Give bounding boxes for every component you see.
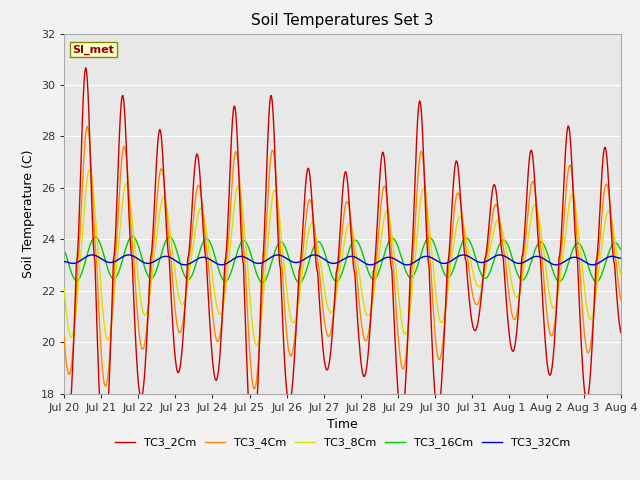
TC3_8Cm: [335, 272, 343, 277]
TC3_16Cm: [335, 276, 343, 282]
TC3_4Cm: [390, 264, 397, 270]
TC3_16Cm: [183, 276, 191, 282]
TC3_8Cm: [253, 343, 260, 348]
Legend: TC3_2Cm, TC3_4Cm, TC3_8Cm, TC3_16Cm, TC3_32Cm: TC3_2Cm, TC3_4Cm, TC3_8Cm, TC3_16Cm, TC3…: [110, 433, 575, 453]
TC3_16Cm: [295, 280, 303, 286]
TC3_2Cm: [82, 65, 90, 71]
TC3_32Cm: [445, 260, 452, 265]
TC3_16Cm: [129, 233, 137, 239]
TC3_2Cm: [335, 241, 343, 247]
Title: Soil Temperatures Set 3: Soil Temperatures Set 3: [251, 13, 434, 28]
TC3_8Cm: [617, 272, 625, 277]
TC3_2Cm: [60, 396, 68, 402]
TC3_4Cm: [207, 293, 215, 299]
X-axis label: Time: Time: [327, 418, 358, 431]
TC3_8Cm: [390, 246, 397, 252]
TC3_16Cm: [60, 249, 68, 254]
TC3_2Cm: [100, 448, 108, 454]
TC3_8Cm: [568, 192, 575, 198]
TC3_4Cm: [250, 386, 258, 392]
TC3_2Cm: [445, 257, 452, 263]
TC3_2Cm: [390, 302, 397, 308]
TC3_32Cm: [88, 252, 96, 258]
TC3_4Cm: [83, 123, 91, 129]
Line: TC3_8Cm: TC3_8Cm: [64, 169, 621, 346]
TC3_8Cm: [60, 285, 68, 290]
TC3_16Cm: [390, 236, 397, 241]
TC3_8Cm: [183, 286, 191, 292]
TC3_8Cm: [445, 284, 452, 290]
TC3_16Cm: [617, 247, 625, 252]
Text: SI_met: SI_met: [72, 44, 114, 55]
TC3_4Cm: [617, 297, 625, 303]
Line: TC3_2Cm: TC3_2Cm: [64, 68, 621, 451]
TC3_4Cm: [568, 167, 575, 172]
TC3_32Cm: [335, 259, 343, 264]
TC3_32Cm: [60, 259, 68, 264]
TC3_32Cm: [184, 262, 191, 267]
TC3_4Cm: [183, 281, 191, 287]
TC3_2Cm: [208, 348, 216, 353]
TC3_16Cm: [207, 241, 215, 247]
TC3_32Cm: [208, 258, 216, 264]
Line: TC3_4Cm: TC3_4Cm: [64, 126, 621, 389]
TC3_16Cm: [568, 251, 575, 257]
TC3_32Cm: [568, 255, 575, 261]
TC3_8Cm: [207, 260, 215, 266]
TC3_4Cm: [60, 334, 68, 339]
Line: TC3_32Cm: TC3_32Cm: [64, 255, 621, 265]
TC3_16Cm: [445, 275, 452, 280]
TC3_2Cm: [568, 152, 575, 157]
Y-axis label: Soil Temperature (C): Soil Temperature (C): [22, 149, 35, 278]
TC3_32Cm: [180, 262, 188, 268]
TC3_4Cm: [335, 258, 343, 264]
TC3_32Cm: [617, 255, 625, 261]
TC3_8Cm: [86, 167, 93, 172]
TC3_2Cm: [184, 255, 191, 261]
TC3_4Cm: [445, 269, 452, 275]
TC3_32Cm: [390, 255, 397, 261]
TC3_2Cm: [617, 330, 625, 336]
Line: TC3_16Cm: TC3_16Cm: [64, 236, 621, 283]
